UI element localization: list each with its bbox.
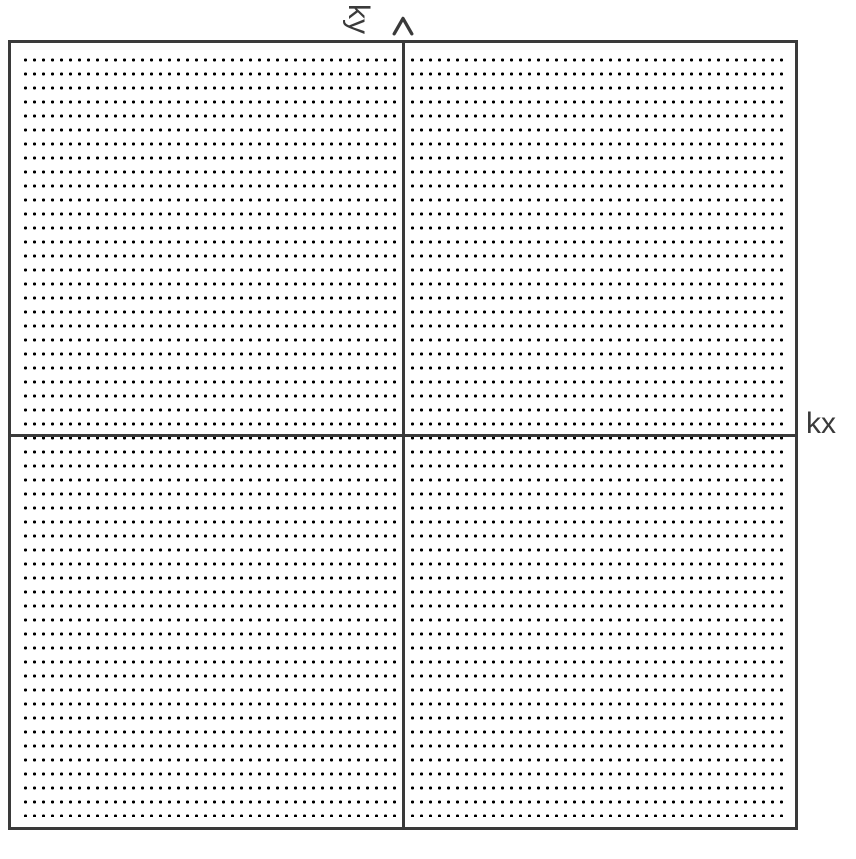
figure-canvas: ky kx (0, 0, 856, 859)
ky-arrowhead-icon (392, 14, 414, 36)
ky-label: ky (343, 4, 373, 34)
kx-label: kx (806, 409, 836, 439)
plot-box (8, 40, 798, 830)
kx-axis (11, 434, 795, 437)
